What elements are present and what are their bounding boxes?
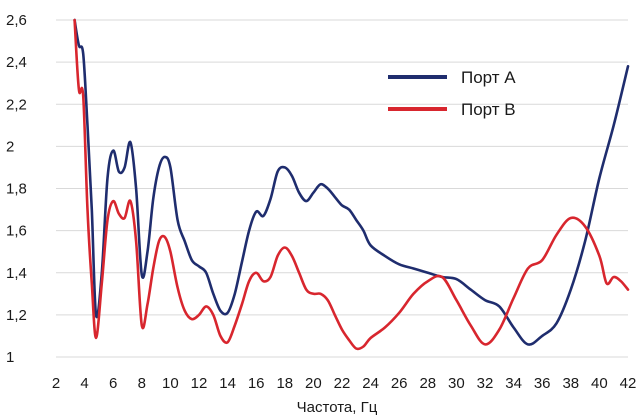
x-tick-label: 4: [80, 375, 88, 392]
x-axis-title: Частота, Гц: [297, 399, 378, 416]
x-tick-label: 38: [562, 375, 579, 392]
legend-label-port-b: Порт В: [461, 100, 516, 119]
grid-lines: [56, 19, 628, 358]
x-tick-label: 42: [620, 375, 637, 392]
x-tick-label: 34: [505, 375, 522, 392]
x-tick-label: 12: [191, 375, 208, 392]
x-axis-ticks: 2 4 6 8 10 12 14 16 18 20 22 24 26 28 30 32 34 36 38 40 42: [52, 375, 637, 392]
y-tick-label: 1: [6, 349, 14, 366]
x-tick-label: 8: [138, 375, 146, 392]
x-tick-label: 14: [219, 375, 236, 392]
x-tick-label: 32: [477, 375, 494, 392]
x-tick-label: 30: [448, 375, 465, 392]
series-line-port-b: [73, 18, 630, 351]
x-tick-label: 22: [334, 375, 351, 392]
x-tick-label: 10: [162, 375, 179, 392]
y-tick-label: 1,8: [6, 181, 27, 198]
x-tick-label: 36: [534, 375, 551, 392]
x-tick-label: 6: [109, 375, 117, 392]
series-lines: [73, 18, 630, 351]
y-axis-ticks: 1 1,2 1,4 1,6 1,8 2 2,2 2,4 2,6: [6, 12, 27, 366]
x-tick-label: 24: [362, 375, 379, 392]
y-tick-label: 2: [6, 138, 14, 155]
y-tick-label: 1,4: [6, 265, 27, 282]
x-tick-label: 18: [276, 375, 293, 392]
y-tick-label: 2,6: [6, 12, 27, 29]
x-tick-label: 2: [52, 375, 60, 392]
y-tick-label: 1,2: [6, 307, 27, 324]
x-tick-label: 40: [591, 375, 608, 392]
legend: Порт А Порт В: [388, 68, 516, 119]
y-tick-label: 1,6: [6, 223, 27, 240]
legend-label-port-a: Порт А: [461, 68, 516, 87]
x-tick-label: 28: [419, 375, 436, 392]
x-tick-label: 26: [391, 375, 408, 392]
y-tick-label: 2,4: [6, 54, 27, 71]
series-line-port-a: [73, 18, 630, 346]
x-tick-label: 16: [248, 375, 265, 392]
x-tick-label: 20: [305, 375, 322, 392]
y-tick-label: 2,2: [6, 96, 27, 113]
